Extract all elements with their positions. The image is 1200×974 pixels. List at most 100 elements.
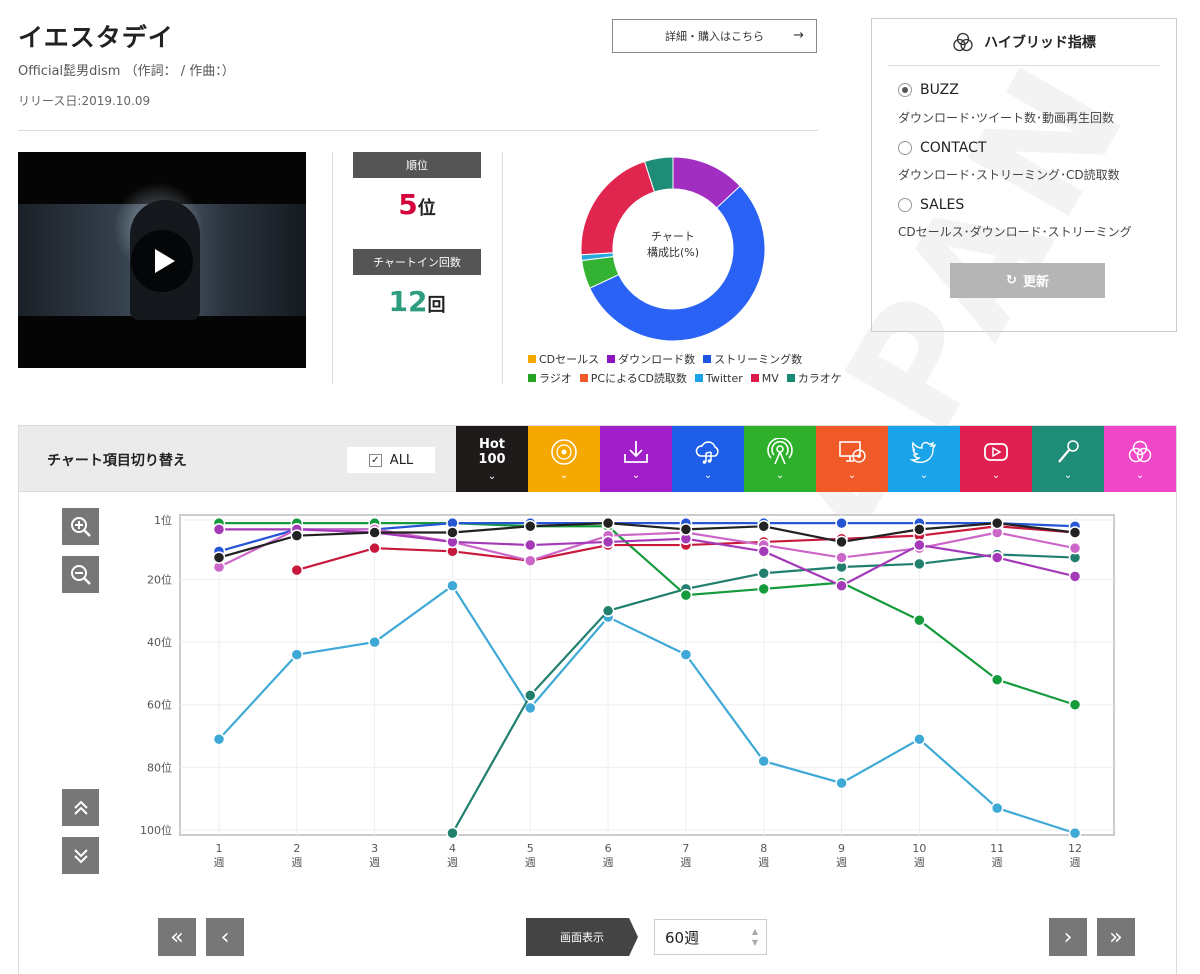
data-point-download[interactable] [212, 523, 226, 536]
chevron-down-icon: ⌄ [703, 469, 713, 481]
hybrid-index-panel: ハイブリッド指標 BUZZ ダウンロード･ツイート数･動画再生回数 CONTAC… [871, 18, 1177, 332]
scroll-up-button[interactable] [62, 789, 99, 826]
data-point-twitter[interactable] [990, 801, 1004, 815]
next-page-button[interactable]: › [1049, 918, 1087, 956]
data-point-download[interactable] [835, 579, 848, 593]
data-point-radio[interactable] [990, 673, 1004, 686]
data-point-hot100[interactable] [757, 520, 770, 533]
legend-item: PCによるCD読取数 [579, 370, 687, 386]
tile-hot100[interactable]: Hot 100 ⌄ [456, 426, 528, 492]
radio-button-selected[interactable] [898, 83, 912, 97]
data-point-karaoke[interactable] [524, 689, 537, 702]
data-point-hot100[interactable] [835, 535, 848, 549]
chevron-down-icon: ⌄ [991, 469, 1001, 481]
series-line-twitter [218, 584, 1076, 835]
tile-streaming[interactable]: ⌄ [672, 426, 744, 492]
data-point-twitter[interactable] [835, 776, 848, 790]
x-tick-unit: 週 [680, 856, 691, 869]
tile-pc-cd-read[interactable]: ⌄ [816, 426, 888, 492]
data-point-twitter[interactable] [913, 732, 926, 746]
tile-download[interactable]: ⌄ [600, 426, 672, 492]
tile-mv[interactable]: ⌄ [960, 426, 1032, 492]
zoom-out-button[interactable] [62, 556, 99, 593]
data-point-hot100[interactable] [524, 520, 537, 533]
data-point-hot100[interactable] [601, 516, 615, 530]
play-icon [154, 249, 175, 273]
data-point-karaoke[interactable] [601, 604, 615, 618]
data-point-karaoke[interactable] [913, 557, 926, 571]
data-point-mv[interactable] [290, 563, 304, 577]
display-weeks-select[interactable]: 60週 ▲ ▼ [654, 919, 767, 955]
video-player[interactable] [18, 152, 306, 368]
data-point-hot100[interactable] [212, 551, 226, 564]
tile-twitter[interactable]: ⌄ [888, 426, 960, 492]
data-point-hot100[interactable] [290, 529, 304, 542]
tile-radio[interactable]: ⌄ [744, 426, 816, 492]
tile-karaoke[interactable]: ⌄ [1032, 426, 1104, 492]
data-point-twitter[interactable] [446, 579, 459, 593]
data-point-twitter[interactable] [212, 732, 226, 746]
data-point-hot100[interactable] [446, 526, 459, 539]
data-point-download[interactable] [913, 538, 926, 552]
update-button[interactable]: ↻ 更新 [950, 263, 1105, 298]
donut-slice [589, 185, 766, 342]
update-button-label: 更新 [1022, 275, 1049, 290]
data-point-mv-pink[interactable] [835, 551, 848, 564]
prev-page-button[interactable]: ‹ [206, 918, 244, 956]
data-point-karaoke[interactable] [446, 826, 459, 840]
data-point-twitter[interactable] [679, 648, 693, 661]
data-point-download[interactable] [990, 551, 1004, 564]
data-point-mv-pink[interactable] [1068, 541, 1082, 555]
data-point-twitter[interactable] [290, 648, 304, 661]
checkbox-checked[interactable]: ✓ [368, 453, 382, 467]
data-point-download[interactable] [601, 535, 615, 549]
first-page-button[interactable]: « [158, 918, 196, 956]
data-point-twitter[interactable] [1068, 826, 1082, 840]
data-point-hot100[interactable] [990, 516, 1004, 530]
chevron-down-icon: ⌄ [1135, 469, 1145, 481]
data-point-download[interactable] [524, 538, 537, 552]
buy-button[interactable]: 詳細・購入はこちら → [612, 19, 817, 53]
tile-cd-sales[interactable]: ⌄ [528, 426, 600, 492]
data-point-mv[interactable] [368, 541, 381, 555]
data-point-hot100[interactable] [368, 526, 381, 539]
hot100-label-line1: Hot [478, 436, 506, 452]
data-point-download[interactable] [757, 545, 770, 558]
rank-value: 5位 [353, 188, 481, 221]
zoom-in-button[interactable] [62, 508, 99, 545]
data-point-radio[interactable] [679, 588, 693, 602]
data-point-hot100[interactable] [1068, 526, 1082, 539]
data-point-radio[interactable] [1068, 698, 1082, 711]
radio-contact[interactable]: CONTACT [898, 140, 986, 156]
divider [18, 130, 818, 131]
data-point-radio[interactable] [757, 582, 770, 596]
microphone-icon [1058, 439, 1079, 463]
x-tick-unit: 週 [603, 856, 614, 869]
data-point-karaoke[interactable] [757, 566, 770, 580]
tile-hybrid[interactable]: ⌄ [1104, 426, 1176, 492]
data-point-twitter[interactable] [524, 701, 537, 715]
last-page-button[interactable]: » [1097, 918, 1135, 956]
radio-button[interactable] [898, 141, 912, 155]
x-tick-unit: 週 [1070, 856, 1081, 869]
data-point-hot100[interactable] [679, 523, 693, 536]
x-tick-label: 6 [605, 842, 612, 855]
rank-label: 順位 [353, 152, 481, 178]
chevron-down-icon: ⌄ [631, 469, 641, 481]
radio-sales[interactable]: SALES [898, 197, 964, 213]
scroll-down-button[interactable] [62, 837, 99, 874]
x-tick-unit: 週 [369, 856, 380, 869]
data-point-twitter[interactable] [757, 754, 770, 768]
data-point-twitter[interactable] [368, 635, 381, 649]
data-point-download[interactable] [1068, 570, 1082, 583]
data-point-radio[interactable] [913, 613, 926, 627]
data-point-streaming[interactable] [835, 516, 848, 530]
data-point-hot100[interactable] [913, 523, 926, 536]
radio-buzz[interactable]: BUZZ [898, 82, 959, 98]
play-button[interactable] [131, 230, 193, 292]
donut-center-label: チャート 構成比(%) [578, 229, 768, 261]
spinner-icon[interactable]: ▲ ▼ [751, 927, 758, 947]
all-checkbox[interactable]: ✓ ALL [347, 447, 435, 473]
data-point-mv-pink[interactable] [524, 554, 537, 567]
radio-button[interactable] [898, 198, 912, 212]
